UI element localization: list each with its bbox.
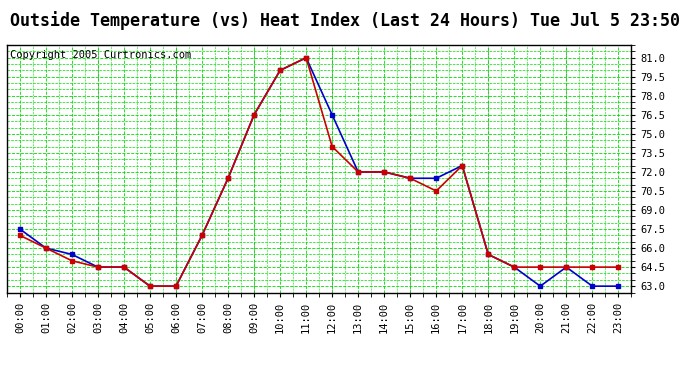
Text: Copyright 2005 Curtronics.com: Copyright 2005 Curtronics.com [10,50,191,60]
Text: Outside Temperature (vs) Heat Index (Last 24 Hours) Tue Jul 5 23:50: Outside Temperature (vs) Heat Index (Las… [10,11,680,30]
